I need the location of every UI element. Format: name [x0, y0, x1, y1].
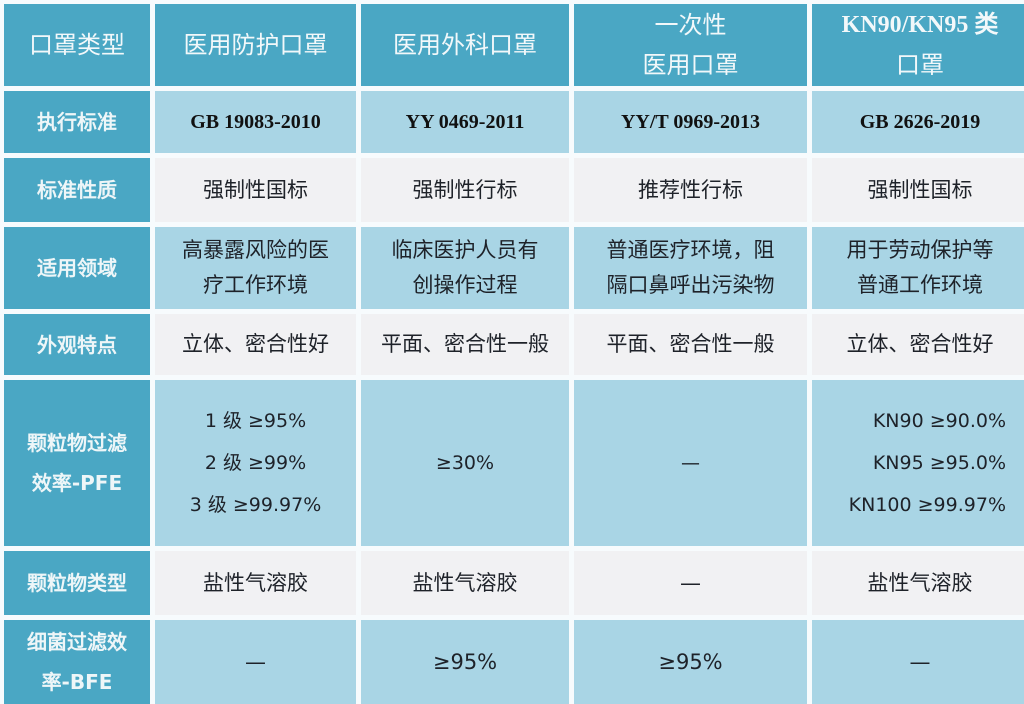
table-cell: ≥30%: [361, 380, 569, 546]
cell-text: 2 级 ≥99%: [204, 452, 307, 474]
row-label-text: 执行标准: [37, 110, 117, 134]
row-label-text: 率-BFE: [41, 670, 113, 694]
row-label-text: 效率-PFE: [31, 471, 123, 495]
row-label-standard-nature: 标准性质: [4, 158, 150, 222]
cell-text: 临床医护人员有: [391, 238, 539, 262]
header-text: 医用防护口罩: [183, 31, 328, 59]
cell-text: 3 级 ≥99.97%: [189, 494, 322, 516]
header-corner: 口罩类型: [4, 4, 150, 86]
row-label-standard: 执行标准: [4, 91, 150, 153]
cell-text: 平面、密合性一般: [606, 332, 775, 356]
cell-text: 平面、密合性一般: [381, 332, 549, 356]
row-label-application: 适用领域: [4, 227, 150, 309]
header-text: 医用外科口罩: [393, 31, 537, 59]
table-cell: —: [812, 620, 1024, 704]
table-cell: —: [155, 620, 356, 704]
cell-text: 盐性气溶胶: [203, 570, 308, 595]
header-kn90-kn95: KN90/KN95 类 口罩: [812, 4, 1024, 86]
header-text: 口罩: [896, 51, 944, 79]
table-cell: 强制性国标: [812, 158, 1024, 222]
cell-text: 用于劳动保护等: [846, 238, 994, 262]
cell-text: ≥95%: [432, 649, 498, 674]
cell-text: YY/T 0969-2013: [620, 110, 761, 133]
table-cell: GB 19083-2010: [155, 91, 356, 153]
cell-text: ≥95%: [658, 649, 723, 674]
table-cell: —: [574, 380, 807, 546]
row-label-pfe: 颗粒物过滤 效率-PFE: [4, 380, 150, 546]
table-cell: 立体、密合性好: [155, 314, 356, 375]
cell-text: ≥30%: [435, 452, 495, 474]
cell-text: 普通医疗环境，阻: [606, 238, 775, 262]
table-cell: 普通医疗环境，阻 隔口鼻呼出污染物: [574, 227, 807, 309]
row-label-text: 细菌过滤效: [27, 630, 127, 654]
table-cell: 平面、密合性一般: [574, 314, 807, 375]
table-cell: YY/T 0969-2013: [574, 91, 807, 153]
header-text: 医用口罩: [642, 51, 739, 79]
row-label-text: 颗粒物类型: [27, 571, 127, 595]
header-corner-text: 口罩类型: [29, 31, 125, 59]
mask-comparison-table: 口罩类型 医用防护口罩 医用外科口罩 一次性 医用口罩 KN90/KN95 类 …: [4, 4, 1024, 704]
row-label-text: 外观特点: [37, 332, 117, 357]
cell-text: 强制性国标: [203, 177, 308, 202]
cell-text: —: [680, 570, 701, 595]
cell-text: KN100 ≥99.97%: [848, 494, 1006, 516]
cell-text: 创操作过程: [412, 273, 518, 297]
cell-text: 疗工作环境: [203, 273, 308, 297]
cell-text: 隔口鼻呼出污染物: [606, 273, 775, 297]
table-cell: ≥95%: [574, 620, 807, 704]
table-cell: 强制性行标: [361, 158, 569, 222]
cell-text: YY 0469-2011: [405, 110, 525, 133]
cell-text: 高暴露风险的医: [182, 238, 329, 262]
table-cell: 盐性气溶胶: [812, 551, 1024, 615]
cell-text: —: [681, 452, 700, 474]
table-cell: 强制性国标: [155, 158, 356, 222]
row-label-particle-type: 颗粒物类型: [4, 551, 150, 615]
header-medical-protective: 医用防护口罩: [155, 4, 356, 86]
row-label-text: 标准性质: [37, 178, 117, 202]
cell-text: 强制性国标: [867, 177, 973, 202]
table-cell: ≥95%: [361, 620, 569, 704]
row-label-bfe: 细菌过滤效 率-BFE: [4, 620, 150, 704]
cell-text: 盐性气溶胶: [867, 570, 973, 595]
table-cell: 临床医护人员有 创操作过程: [361, 227, 569, 309]
cell-text: —: [245, 649, 266, 674]
table-cell: —: [574, 551, 807, 615]
table-cell: 1 级 ≥95% 2 级 ≥99% 3 级 ≥99.97%: [155, 380, 356, 546]
cell-text: 1 级 ≥95%: [204, 410, 307, 432]
cell-text: 强制性行标: [412, 177, 518, 202]
header-text: KN90/KN95 类: [841, 12, 999, 38]
cell-text: 盐性气溶胶: [412, 570, 518, 595]
cell-text: —: [909, 649, 931, 674]
table-cell: 平面、密合性一般: [361, 314, 569, 375]
header-text: 一次性: [654, 11, 727, 39]
table-cell: 推荐性行标: [574, 158, 807, 222]
table-cell: 高暴露风险的医 疗工作环境: [155, 227, 356, 309]
table-cell: 盐性气溶胶: [155, 551, 356, 615]
table-cell: KN90 ≥90.0% KN95 ≥95.0% KN100 ≥99.97%: [812, 380, 1024, 546]
table-cell: GB 2626-2019: [812, 91, 1024, 153]
cell-text: 普通工作环境: [857, 273, 983, 297]
header-disposable: 一次性 医用口罩: [574, 4, 807, 86]
cell-text: 立体、密合性好: [846, 332, 994, 356]
row-label-text: 颗粒物过滤: [27, 431, 127, 455]
table-cell: 盐性气溶胶: [361, 551, 569, 615]
cell-text: KN95 ≥95.0%: [872, 452, 1006, 474]
cell-text: 推荐性行标: [638, 177, 743, 202]
cell-text: KN90 ≥90.0%: [872, 410, 1006, 432]
table-cell: 立体、密合性好: [812, 314, 1024, 375]
table-cell: 用于劳动保护等 普通工作环境: [812, 227, 1024, 309]
cell-text: GB 2626-2019: [859, 110, 981, 133]
cell-text: GB 19083-2010: [190, 110, 321, 133]
header-surgical: 医用外科口罩: [361, 4, 569, 86]
cell-text: 立体、密合性好: [182, 332, 329, 356]
row-label-appearance: 外观特点: [4, 314, 150, 375]
table-cell: YY 0469-2011: [361, 91, 569, 153]
row-label-text: 适用领域: [37, 256, 117, 280]
